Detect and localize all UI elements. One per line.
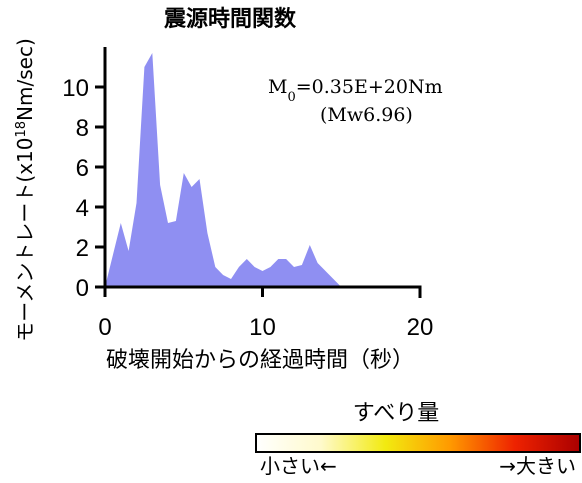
x-ticks: 0 10 20 — [98, 287, 433, 341]
colorbar-right-label: →大きい — [499, 454, 576, 478]
moment-annotation: M0=0.35E+20Nm — [268, 76, 443, 105]
y-tick-label-8: 8 — [76, 115, 89, 142]
colorbar-title: すべり量 — [353, 401, 439, 426]
y-tick-label-6: 6 — [76, 155, 89, 182]
plot-area — [105, 53, 342, 287]
chart-title: 震源時間関数 — [164, 6, 297, 32]
x-tick-label-20: 20 — [407, 314, 434, 341]
x-tick-label-10: 10 — [249, 314, 276, 341]
y-axis-label: モーメントレート(x1018Nm/sec) — [13, 38, 37, 342]
magnitude-annotation: (Mw6.96) — [320, 104, 413, 126]
x-tick-label-0: 0 — [98, 314, 111, 341]
colorbar-left-label: 小さい← — [260, 454, 337, 478]
slip-colorbar — [255, 433, 581, 453]
moment-rate-area-0 — [105, 53, 342, 287]
y-tick-label-2: 2 — [76, 235, 89, 262]
axes-frame — [103, 47, 422, 298]
y-tick-label-10: 10 — [62, 75, 89, 102]
y-tick-label-4: 4 — [76, 195, 89, 222]
x-axis-label: 破壊開始からの経過時間（秒） — [106, 348, 414, 373]
y-tick-label-0: 0 — [76, 275, 89, 302]
y-ticks: 0 2 4 6 8 10 — [62, 75, 105, 302]
